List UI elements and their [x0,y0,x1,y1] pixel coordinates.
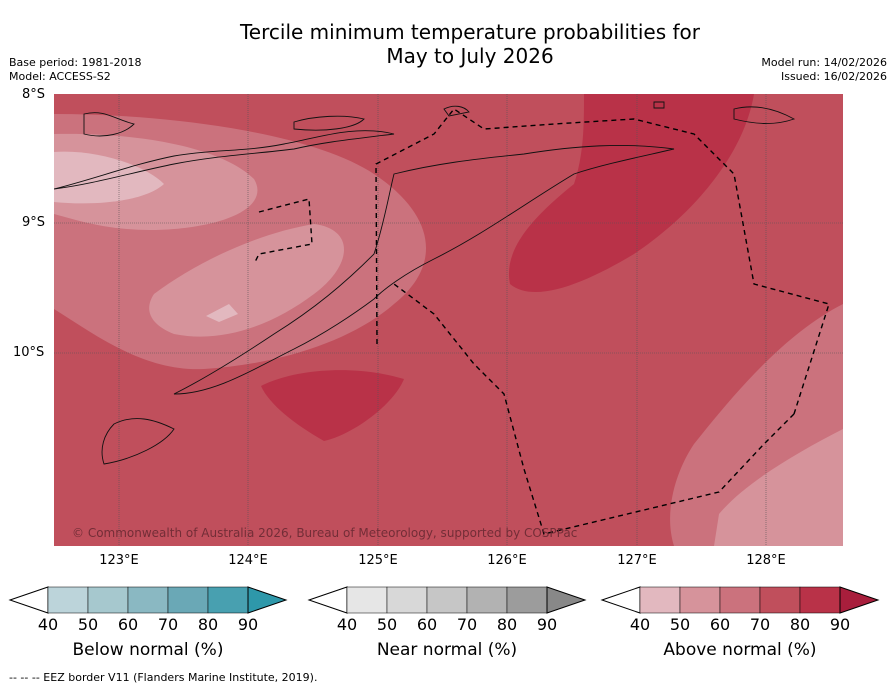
cb-near-60-70 [426,586,468,614]
cb-above-40-50 [639,586,681,614]
meta-right: Model run: 14/02/2026 Issued: 16/02/2026 [761,56,887,84]
zone-50-60-timor [149,224,344,337]
cb-below-80-90 [207,586,249,614]
map-title: Tercile minimum temperature probabilitie… [0,20,896,68]
cb-near-90plus [546,586,587,614]
cb-near-tick-80: 80 [496,615,518,634]
base-period: Base period: 1981-2018 [9,56,142,69]
cb-below-tick-90: 90 [237,615,259,634]
cb-near-70-80 [466,586,508,614]
model-run: Model run: 14/02/2026 [761,56,887,69]
cb-above-80-90 [799,586,841,614]
zone-80-90-northeast [508,94,754,293]
cb-above-tick-40: 40 [629,615,651,634]
lon-label-124e: 124°E [228,553,268,568]
eez-border [253,108,830,535]
cb-below-tick-80: 80 [197,615,219,634]
cb-near-tick-70: 70 [456,615,478,634]
cb-above-label: Above normal (%) [663,640,817,660]
cb-above-50-60 [679,586,721,614]
cb-near-50-60 [386,586,428,614]
copyright-text: © Commonwealth of Australia 2026, Bureau… [72,526,578,540]
title-line-2: May to July 2026 [386,44,554,68]
lon-label-127e: 127°E [617,553,657,568]
lon-label-123e: 123°E [99,553,139,568]
colorbars [8,586,880,614]
cb-below-50-60 [87,586,129,614]
cb-near-tick-50: 50 [376,615,398,634]
cb-below-label: Below normal (%) [72,640,224,660]
cb-below-tick-60: 60 [117,615,139,634]
cb-near-40-50 [346,586,388,614]
colorbar-near-normal [307,586,587,614]
zone-50-60-southeast [714,429,843,546]
cb-below-90plus [247,586,288,614]
cb-above-tick-80: 80 [789,615,811,634]
cb-below-tick-70: 70 [157,615,179,634]
lon-label-126e: 126°E [487,553,527,568]
eez-footnote: -- -- -- EEZ border V11 (Flanders Marine… [9,671,318,684]
lat-label-9s: 9°S [22,215,46,230]
lat-label-10s: 10°S [13,345,45,360]
cb-near-tick-60: 60 [416,615,438,634]
zone-40-50-timor [206,304,238,322]
cb-below-tick-40: 40 [37,615,59,634]
cb-below-60-70 [127,586,169,614]
cb-below-70-80 [167,586,209,614]
meta-left: Base period: 1981-2018 Model: ACCESS-S2 [9,56,141,84]
cb-above-70-80 [759,586,801,614]
cb-above-60-70 [719,586,761,614]
lat-label-8s: 8°S [22,87,46,102]
issued-date: Issued: 16/02/2026 [780,70,887,83]
colorbar-below-normal [8,586,288,614]
title-line-1: Tercile minimum temperature probabilitie… [239,20,701,44]
cb-near-tick-90: 90 [536,615,558,634]
cb-near-label: Near normal (%) [376,640,518,660]
cb-above-tick-50: 50 [669,615,691,634]
cb-above-tick-60: 60 [709,615,731,634]
cb-above-tick-90: 90 [829,615,851,634]
gridlines [54,94,843,546]
model-name: Model: ACCESS-S2 [9,70,111,83]
lon-label-128e: 128°E [746,553,786,568]
cb-above-tick-70: 70 [749,615,771,634]
zone-40-50-northwest [54,151,164,204]
cb-below-tick-50: 50 [77,615,99,634]
lon-label-125e: 125°E [358,553,398,568]
cb-above-90plus [839,586,880,614]
cb-near-80-90 [506,586,548,614]
cb-below-40-50 [47,586,89,614]
colorbar-above-normal [600,586,880,614]
probability-map [54,94,843,546]
zone-80-90-south [261,370,404,441]
coastlines [54,101,796,465]
cb-near-tick-40: 40 [336,615,358,634]
